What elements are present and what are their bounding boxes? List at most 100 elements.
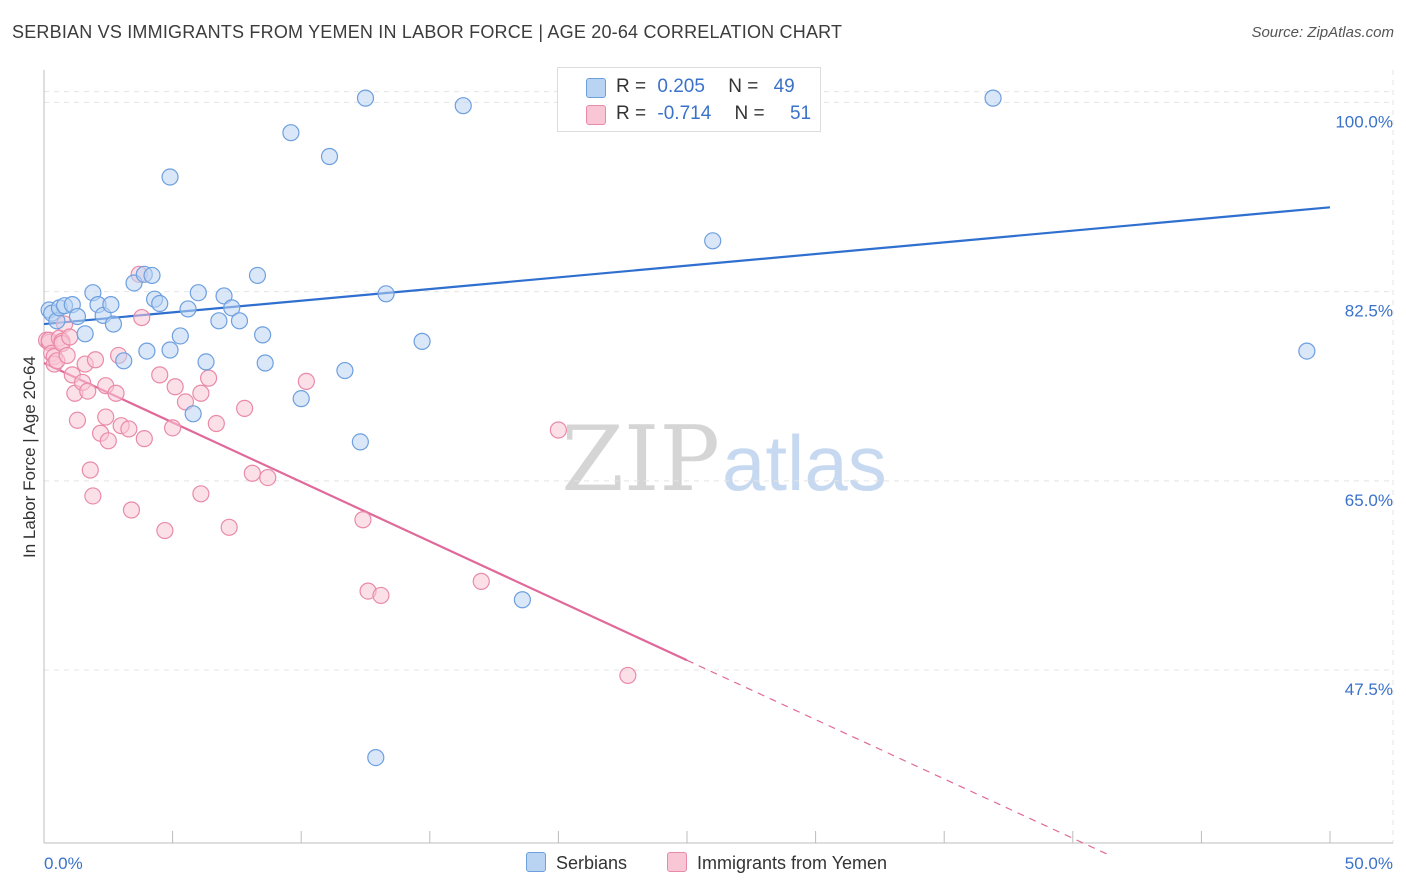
serbians-point (367, 748, 385, 767)
yemen-point (107, 384, 125, 402)
legend-row-yemen: R = -0.714 N = 51 (616, 103, 811, 125)
bottom-legend-label-serbians: Serbians (556, 853, 628, 873)
watermark-atlas: atlas (722, 419, 887, 507)
serbians-point (230, 312, 249, 330)
yemen-point (207, 414, 225, 433)
y-tick-label: 82.5% (1345, 302, 1393, 321)
yemen-point (79, 382, 97, 400)
legend-r-value-yemen: -0.714 (657, 103, 712, 124)
yemen-point (176, 393, 195, 411)
serbians-point (143, 266, 161, 285)
serbians-point (151, 294, 169, 313)
serbians-point (104, 315, 123, 333)
legend-n-label: N = (734, 103, 765, 124)
serbians-point (282, 124, 300, 142)
serbians-point (76, 325, 94, 343)
chart-source: Source: ZipAtlas.com (1251, 24, 1394, 41)
serbians-point (184, 405, 202, 423)
legend-swatch-serbians (586, 78, 606, 98)
yemen-point (354, 511, 372, 529)
serbians-point (377, 285, 395, 303)
yemen-point (166, 378, 184, 396)
serbians-point (704, 232, 722, 250)
serbians-point (248, 266, 267, 285)
bottom-legend-swatch-serbians (526, 852, 546, 872)
y-tick-label: 47.5% (1345, 680, 1393, 699)
legend-row-serbians: R = 0.205 N = 49 (616, 76, 795, 98)
legend-n-value-serbians: 49 (773, 76, 795, 97)
serbians-point (513, 591, 531, 609)
yemen-point (68, 411, 87, 429)
legend-r-label: R = (616, 76, 647, 97)
x-tick-label-max: 50.0% (1345, 854, 1393, 873)
serbians-trend-line (43, 206, 1331, 326)
yemen-point (99, 432, 117, 450)
legend-r-value-serbians: 0.205 (657, 76, 705, 97)
serbians-point (115, 352, 133, 370)
bottom-legend-swatch-yemen (667, 852, 687, 872)
yemen-point (81, 461, 99, 479)
yemen-point (122, 501, 141, 519)
legend-n-value-yemen: 51 (789, 103, 812, 124)
yemen-point (549, 421, 568, 439)
yemen-point (259, 468, 277, 487)
yemen-point (61, 328, 79, 346)
yemen-point (133, 308, 151, 327)
serbians-point (413, 332, 431, 350)
yemen-point (86, 351, 105, 369)
x-tick-label-min: 0.0% (44, 854, 83, 873)
yemen-point (372, 586, 390, 605)
serbians-point (256, 354, 274, 372)
yemen-point (84, 487, 102, 505)
yemen-point (236, 399, 254, 417)
bottom-legend-yemen: Immigrants from Yemen (667, 852, 887, 874)
yemen-point (200, 369, 218, 387)
legend-r-label: R = (616, 103, 647, 124)
yemen-point (297, 372, 315, 390)
yemen-point (192, 384, 210, 402)
yemen-point (156, 521, 174, 540)
serbians-point (984, 89, 1002, 107)
bottom-legend-serbians: Serbians (526, 852, 627, 874)
serbians-point (336, 361, 354, 380)
y-tick-label: 65.0% (1345, 491, 1393, 510)
serbians-point (292, 390, 310, 408)
serbians-point (197, 353, 215, 371)
legend-n-label: N = (728, 76, 759, 97)
yemen-point (151, 366, 169, 384)
serbians-point (356, 89, 375, 107)
serbians-point (189, 284, 207, 302)
yemen-point (619, 666, 637, 685)
serbians-point (210, 312, 228, 330)
yemen-trend-extension (686, 659, 1110, 856)
serbians-point (215, 287, 233, 305)
serbians-point (102, 296, 120, 314)
watermark-zip: ZIP (561, 407, 720, 512)
serbians-point (254, 326, 272, 344)
serbians-point (454, 97, 472, 115)
serbians-point (351, 433, 369, 451)
yemen-point (243, 464, 261, 482)
yemen-point (135, 430, 153, 448)
yemen-point (192, 485, 210, 503)
yemen-point (220, 518, 238, 536)
serbians-point (138, 342, 156, 360)
chart-title: SERBIAN VS IMMIGRANTS FROM YEMEN IN LABO… (12, 22, 843, 42)
serbians-point (68, 307, 87, 326)
yemen-point (120, 420, 138, 438)
serbians-point (1298, 342, 1316, 360)
legend-swatch-yemen (586, 105, 606, 125)
yemen-point (472, 572, 490, 590)
yemen-point (58, 346, 76, 365)
stats-legend: R = 0.205 N = 49 R = -0.714 N = 51 (557, 67, 821, 132)
yemen-point (164, 419, 182, 437)
serbians-point (223, 299, 241, 317)
serbians-point (161, 168, 179, 186)
bottom-legend-label-yemen: Immigrants from Yemen (697, 853, 888, 873)
serbians-point (171, 327, 189, 345)
serbians-point (179, 300, 197, 318)
y-tick-label: 100.0% (1335, 112, 1393, 131)
serbians-point (320, 147, 339, 166)
yemen-point (97, 408, 115, 426)
